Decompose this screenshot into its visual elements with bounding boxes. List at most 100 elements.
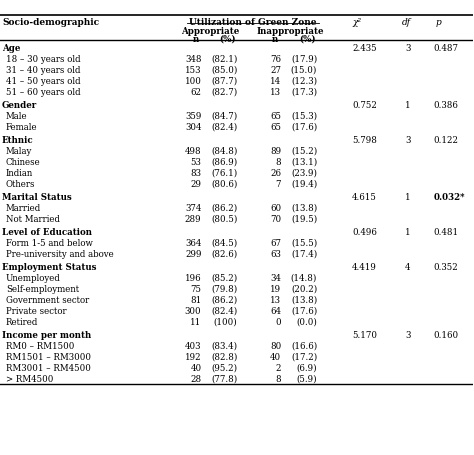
Text: 80: 80 xyxy=(270,342,281,351)
Text: 0.160: 0.160 xyxy=(434,331,459,340)
Text: RM0 – RM1500: RM0 – RM1500 xyxy=(6,342,74,351)
Text: 192: 192 xyxy=(185,353,201,362)
Text: 64: 64 xyxy=(270,307,281,316)
Text: (5.9): (5.9) xyxy=(297,375,317,384)
Text: (77.8): (77.8) xyxy=(211,375,237,384)
Text: (15.3): (15.3) xyxy=(291,112,317,121)
Text: Pre-university and above: Pre-university and above xyxy=(6,250,114,259)
Text: df: df xyxy=(402,18,411,27)
Text: (82.6): (82.6) xyxy=(211,250,237,259)
Text: (82.4): (82.4) xyxy=(211,307,237,316)
Text: (17.6): (17.6) xyxy=(291,307,317,316)
Text: 40: 40 xyxy=(191,364,201,373)
Text: (19.4): (19.4) xyxy=(291,180,317,189)
Text: Malay: Malay xyxy=(6,147,32,156)
Text: (86.2): (86.2) xyxy=(211,204,237,213)
Text: 2: 2 xyxy=(276,364,281,373)
Text: 51 – 60 years old: 51 – 60 years old xyxy=(6,88,81,97)
Text: p: p xyxy=(436,18,442,27)
Text: 1: 1 xyxy=(405,228,410,237)
Text: 60: 60 xyxy=(270,204,281,213)
Text: 53: 53 xyxy=(191,158,201,167)
Text: 3: 3 xyxy=(405,44,410,53)
Text: (17.3): (17.3) xyxy=(291,88,317,97)
Text: (16.6): (16.6) xyxy=(291,342,317,351)
Text: 41 – 50 years old: 41 – 50 years old xyxy=(6,77,81,86)
Text: (17.9): (17.9) xyxy=(291,55,317,64)
Text: 8: 8 xyxy=(275,375,281,384)
Text: RM3001 – RM4500: RM3001 – RM4500 xyxy=(6,364,91,373)
Text: Retired: Retired xyxy=(6,318,38,327)
Text: 27: 27 xyxy=(270,66,281,75)
Text: Level of Education: Level of Education xyxy=(2,228,92,237)
Text: Income per month: Income per month xyxy=(2,331,91,340)
Text: 65: 65 xyxy=(270,123,281,132)
Text: 8: 8 xyxy=(275,158,281,167)
Text: (0.0): (0.0) xyxy=(296,318,317,327)
Text: (82.4): (82.4) xyxy=(211,123,237,132)
Text: Socio-demographic: Socio-demographic xyxy=(2,18,99,27)
Text: 289: 289 xyxy=(185,215,201,224)
Text: 18 – 30 years old: 18 – 30 years old xyxy=(6,55,81,64)
Text: 359: 359 xyxy=(185,112,201,121)
Text: 11: 11 xyxy=(190,318,201,327)
Text: (84.7): (84.7) xyxy=(211,112,237,121)
Text: (13.8): (13.8) xyxy=(291,296,317,305)
Text: 0.386: 0.386 xyxy=(434,101,459,110)
Text: (17.2): (17.2) xyxy=(291,353,317,362)
Text: Self-employment: Self-employment xyxy=(6,285,79,294)
Text: 0.496: 0.496 xyxy=(352,228,377,237)
Text: (82.1): (82.1) xyxy=(211,55,237,64)
Text: 63: 63 xyxy=(270,250,281,259)
Text: (79.8): (79.8) xyxy=(211,285,237,294)
Text: Others: Others xyxy=(6,180,36,189)
Text: 65: 65 xyxy=(270,112,281,121)
Text: 0.752: 0.752 xyxy=(352,101,377,110)
Text: (86.9): (86.9) xyxy=(211,158,237,167)
Text: 403: 403 xyxy=(185,342,201,351)
Text: (85.2): (85.2) xyxy=(211,274,237,283)
Text: (82.7): (82.7) xyxy=(211,88,237,97)
Text: n: n xyxy=(192,35,199,44)
Text: 374: 374 xyxy=(185,204,201,213)
Text: 100: 100 xyxy=(184,77,201,86)
Text: Married: Married xyxy=(6,204,41,213)
Text: 13: 13 xyxy=(270,296,281,305)
Text: Appropriate: Appropriate xyxy=(182,27,239,36)
Text: (84.5): (84.5) xyxy=(211,239,237,248)
Text: (80.6): (80.6) xyxy=(211,180,237,189)
Text: 75: 75 xyxy=(191,285,201,294)
Text: (85.0): (85.0) xyxy=(211,66,237,75)
Text: (%): (%) xyxy=(219,35,236,44)
Text: 5.170: 5.170 xyxy=(352,331,377,340)
Text: (%): (%) xyxy=(299,35,316,44)
Text: (86.2): (86.2) xyxy=(211,296,237,305)
Text: (15.5): (15.5) xyxy=(291,239,317,248)
Text: Government sector: Government sector xyxy=(6,296,89,305)
Text: 31 – 40 years old: 31 – 40 years old xyxy=(6,66,81,75)
Text: (19.5): (19.5) xyxy=(291,215,317,224)
Text: 1: 1 xyxy=(405,193,410,202)
Text: Male: Male xyxy=(6,112,27,121)
Text: 62: 62 xyxy=(191,88,201,97)
Text: 299: 299 xyxy=(185,250,201,259)
Text: 0.032*: 0.032* xyxy=(434,193,465,202)
Text: (80.5): (80.5) xyxy=(211,215,237,224)
Text: 19: 19 xyxy=(270,285,281,294)
Text: Chinese: Chinese xyxy=(6,158,41,167)
Text: (87.7): (87.7) xyxy=(211,77,237,86)
Text: 7: 7 xyxy=(276,180,281,189)
Text: 70: 70 xyxy=(270,215,281,224)
Text: 4: 4 xyxy=(405,263,410,272)
Text: (95.2): (95.2) xyxy=(211,364,237,373)
Text: Inappropriate: Inappropriate xyxy=(256,27,324,36)
Text: 2.435: 2.435 xyxy=(352,44,377,53)
Text: (17.6): (17.6) xyxy=(291,123,317,132)
Text: (83.4): (83.4) xyxy=(211,342,237,351)
Text: Age: Age xyxy=(2,44,20,53)
Text: 4.615: 4.615 xyxy=(352,193,377,202)
Text: 4.419: 4.419 xyxy=(352,263,377,272)
Text: (12.3): (12.3) xyxy=(291,77,317,86)
Text: 89: 89 xyxy=(270,147,281,156)
Text: 0.352: 0.352 xyxy=(434,263,458,272)
